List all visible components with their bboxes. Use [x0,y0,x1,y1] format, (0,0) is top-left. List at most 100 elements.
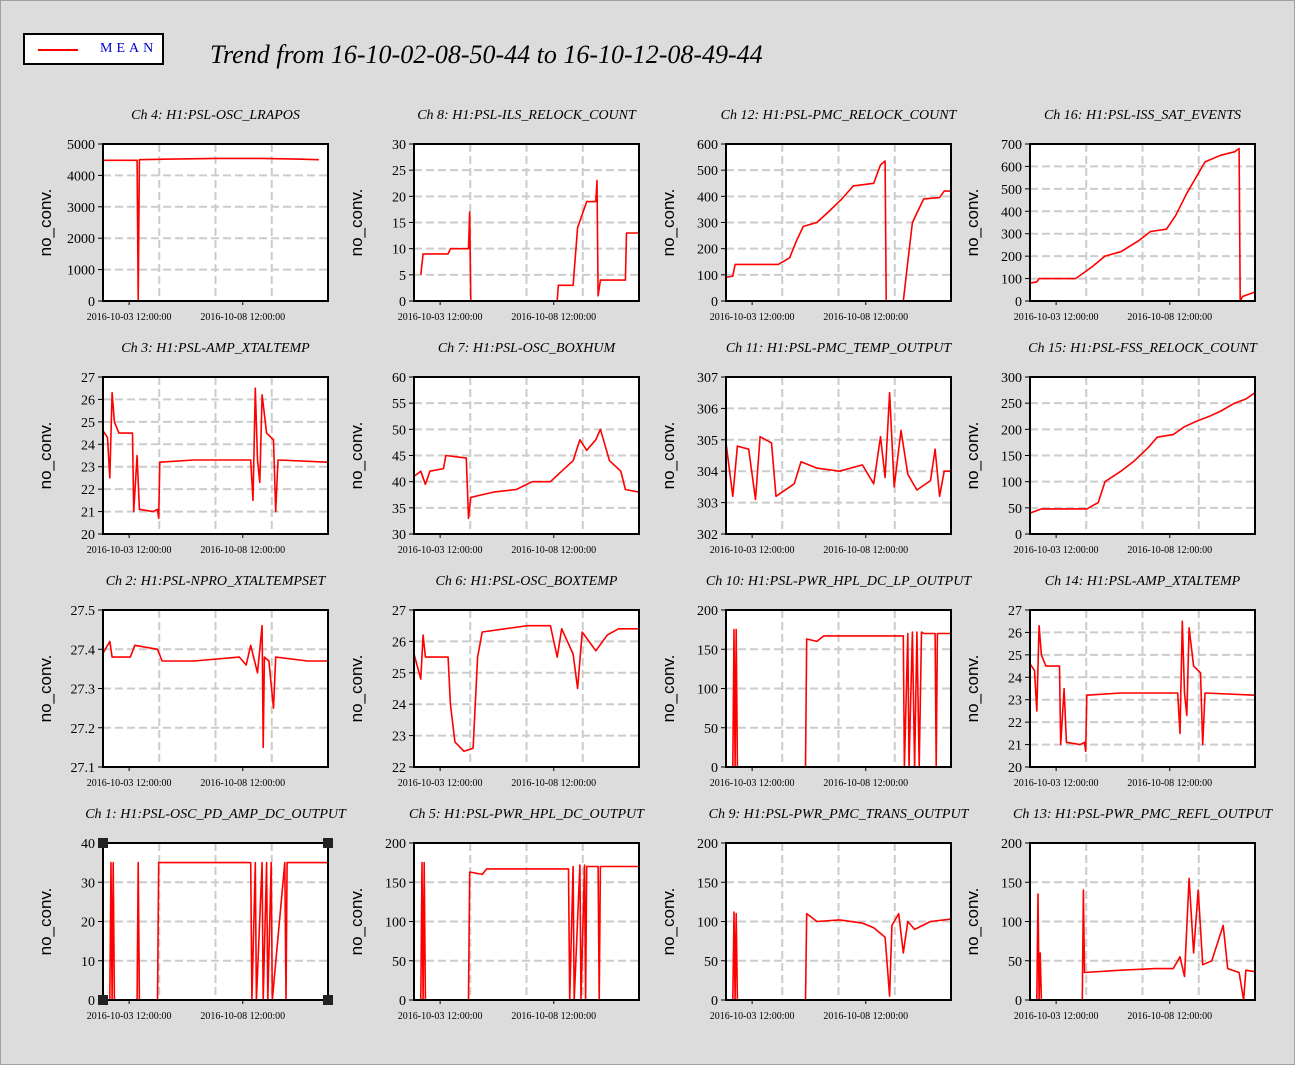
y-tick-label: 23 [392,730,406,745]
x-tick-label: 2016-10-03 12:00:00 [398,545,483,556]
y-tick-label: 0 [1015,295,1022,310]
y-tick-label: 5000 [67,138,95,153]
x-tick-label: 2016-10-08 12:00:00 [1127,778,1212,789]
y-tick-label: 26 [1008,626,1022,641]
chart-title: Ch 5: H1:PSL-PWR_HPL_DC_OUTPUT [409,807,645,822]
plot-frame [1029,842,1256,1001]
y-tick-label: 0 [711,295,718,310]
y-tick-label: 100 [697,683,718,698]
y-tick-label: 24 [392,698,406,713]
plot-frame [1029,609,1256,768]
series-line [1029,392,1256,514]
chart-title: Ch 15: H1:PSL-FSS_RELOCK_COUNT [1028,341,1258,356]
series-line [103,157,319,302]
y-tick-label: 50 [392,423,406,438]
y-tick-label: 20 [392,190,406,205]
y-tick-label: 150 [697,876,718,891]
y-tick-label: 35 [392,502,406,517]
y-axis-label: no_conv. [659,189,678,257]
x-tick-label: 2016-10-08 12:00:00 [200,1011,285,1022]
plot-frame [725,376,952,535]
y-axis-label: no_conv. [963,189,982,257]
plot-frame [102,842,329,1001]
plot-frame [725,609,952,768]
y-tick-label: 0 [1015,994,1022,1009]
x-tick-label: 2016-10-03 12:00:00 [398,1011,483,1022]
x-tick-label: 2016-10-08 12:00:00 [1127,1011,1212,1022]
y-axis-label: no_conv. [963,888,982,956]
x-tick-label: 2016-10-08 12:00:00 [511,312,596,323]
y-tick-label: 0 [711,994,718,1009]
chart-title: Ch 8: H1:PSL-ILS_RELOCK_COUNT [417,108,637,123]
chart-title: Ch 1: H1:PSL-OSC_PD_AMP_DC_OUTPUT [85,807,347,822]
y-tick-label: 50 [1008,502,1022,517]
x-tick-label: 2016-10-08 12:00:00 [511,545,596,556]
y-tick-label: 22 [81,483,95,498]
y-tick-label: 200 [697,604,718,619]
y-tick-label: 300 [697,217,718,232]
y-tick-label: 50 [1008,955,1022,970]
series-line [420,861,639,1001]
plot-frame [1029,143,1256,302]
x-tick-label: 2016-10-03 12:00:00 [710,1011,795,1022]
x-tick-label: 2016-10-08 12:00:00 [200,312,285,323]
y-tick-label: 30 [392,528,406,543]
y-tick-label: 100 [1001,273,1022,288]
x-tick-label: 2016-10-03 12:00:00 [710,778,795,789]
selection-handle [98,995,108,1005]
y-tick-label: 45 [392,450,406,465]
y-tick-label: 15 [392,217,406,232]
y-tick-label: 20 [81,916,95,931]
y-axis-label: no_conv. [659,888,678,956]
y-tick-label: 0 [399,295,406,310]
y-tick-label: 600 [697,138,718,153]
y-tick-label: 27.3 [71,683,96,698]
y-axis-label: no_conv. [659,655,678,723]
x-tick-label: 2016-10-03 12:00:00 [710,545,795,556]
y-tick-label: 400 [697,190,718,205]
x-tick-label: 2016-10-08 12:00:00 [823,778,908,789]
plot-frame [413,376,640,535]
y-tick-label: 2000 [67,232,95,247]
y-axis-label: no_conv. [36,422,55,490]
y-tick-label: 304 [697,465,718,480]
y-tick-label: 40 [392,476,406,491]
y-tick-label: 100 [1001,476,1022,491]
x-tick-label: 2016-10-08 12:00:00 [823,1011,908,1022]
y-axis-label: no_conv. [36,189,55,257]
y-tick-label: 4000 [67,169,95,184]
y-tick-label: 10 [81,955,95,970]
series-line [725,160,951,302]
selection-handle [323,995,333,1005]
y-tick-label: 100 [697,269,718,284]
plot-frame [725,143,952,302]
y-axis-label: no_conv. [659,422,678,490]
y-tick-label: 20 [1008,761,1022,776]
chart-title: Ch 10: H1:PSL-PWR_HPL_DC_LP_OUTPUT [706,574,972,589]
x-tick-label: 2016-10-03 12:00:00 [87,312,172,323]
series-line [102,387,329,520]
y-tick-label: 24 [81,438,95,453]
y-tick-label: 200 [385,837,406,852]
y-tick-label: 306 [697,402,718,417]
x-tick-label: 2016-10-08 12:00:00 [511,1011,596,1022]
y-tick-label: 0 [88,994,95,1009]
y-tick-label: 150 [1001,450,1022,465]
chart-title: Ch 16: H1:PSL-ISS_SAT_EVENTS [1044,108,1241,123]
y-tick-label: 300 [1001,371,1022,386]
series-line [413,428,640,520]
x-tick-label: 2016-10-03 12:00:00 [1014,1011,1099,1022]
series-line [1029,147,1256,302]
y-axis-label: no_conv. [36,888,55,956]
y-tick-label: 25 [81,416,95,431]
y-tick-label: 27 [81,371,95,386]
y-axis-label: no_conv. [347,655,366,723]
y-tick-label: 26 [81,393,95,408]
chart-title: Ch 14: H1:PSL-AMP_XTALTEMP [1045,574,1241,589]
y-tick-label: 40 [81,837,95,852]
y-axis-label: no_conv. [347,422,366,490]
y-tick-label: 50 [392,955,406,970]
y-tick-label: 700 [1001,138,1022,153]
y-tick-label: 0 [399,994,406,1009]
y-tick-label: 200 [1001,250,1022,265]
